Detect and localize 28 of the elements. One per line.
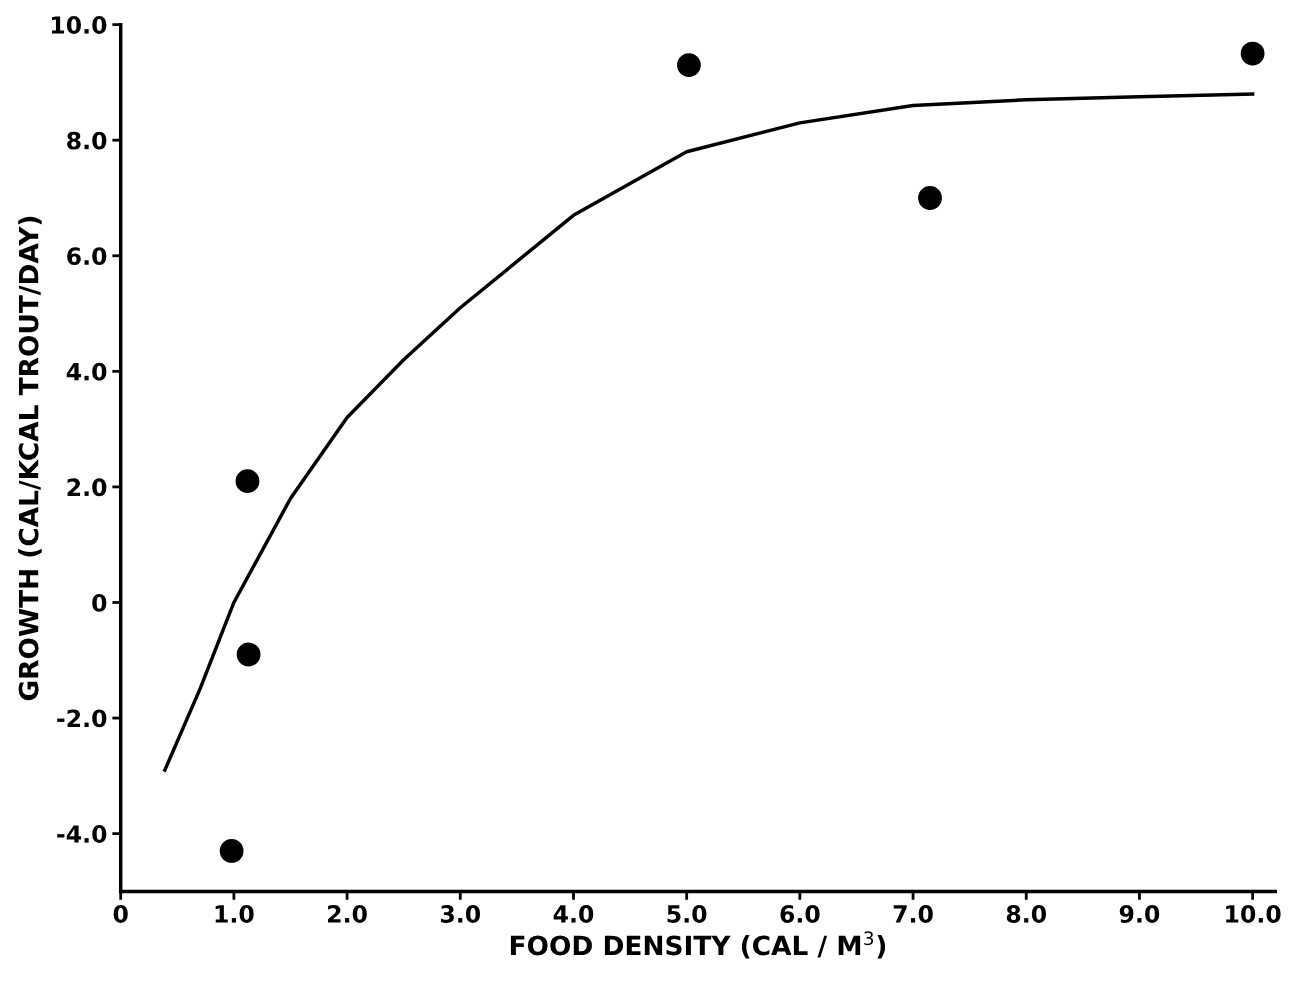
point [677, 53, 701, 77]
x-tick-label: 7.0 [893, 905, 933, 923]
point [918, 186, 942, 210]
x-tick-label: 3.0 [440, 905, 481, 923]
line-series [163, 92, 1255, 772]
x-tick-label: 8.0 [1006, 905, 1047, 923]
y-tick-label: -4.0 [57, 825, 107, 843]
x-tick-label: 1.0 [215, 905, 254, 923]
point [236, 642, 261, 667]
x-tick-label: 2.0 [328, 905, 367, 923]
y-tick-label: 8.0 [67, 131, 107, 150]
y-tick-label: 4.0 [66, 362, 107, 381]
point [219, 839, 244, 863]
point [1240, 41, 1265, 66]
point [235, 469, 260, 494]
y-tick-label: 2.0 [67, 478, 107, 497]
x-axis-title: FOOD DENSITY (CAL / M$^{3}$) [510, 931, 886, 959]
x-tick-label: 5.0 [667, 905, 707, 923]
x-tick-label: 10.0 [1226, 905, 1281, 923]
y-tick-label: 6.0 [67, 247, 107, 266]
x-tick-label: 0 [113, 905, 128, 923]
y-tick-label: 10.0 [51, 16, 107, 34]
y-tick-label: -2.0 [57, 709, 107, 728]
x-tick-label: 4.0 [553, 905, 594, 923]
y-tick-label: 0 [92, 593, 107, 612]
x-tick-label: 9.0 [1119, 905, 1160, 923]
y-axis-title: GROWTH (CAL/KCAL TROUT/DAY) [18, 216, 42, 701]
x-tick-label: 6.0 [780, 905, 820, 923]
